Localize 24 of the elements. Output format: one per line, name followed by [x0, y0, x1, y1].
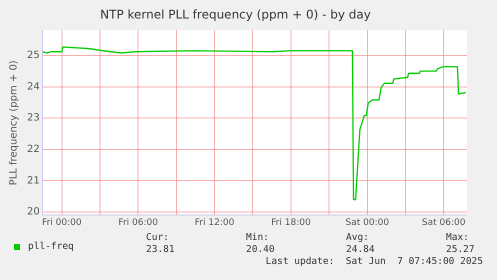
chart-title: NTP kernel PLL frequency (ppm + 0) - by day	[100, 7, 371, 22]
y-tick-label: 23	[26, 112, 40, 124]
y-tick-label: 22	[26, 144, 40, 156]
text: 25.27	[446, 244, 475, 256]
x-tick-label: Fri 00:00	[42, 218, 82, 228]
text: Last update: Sat Jun 7 07:45:00 2025	[266, 256, 483, 267]
text: Min:	[246, 232, 270, 244]
y-tick-label: 21	[26, 175, 40, 186]
x-tick-label: Sat 06:00	[422, 218, 466, 228]
text: 20.40	[246, 244, 275, 256]
y-tick-label: 24	[26, 81, 40, 92]
text: Max:	[446, 232, 470, 244]
y-tick-label: 25	[26, 50, 40, 62]
y-axis-title: PLL frequency (ppm + 0)	[8, 60, 20, 186]
y-tick-label: 20	[26, 206, 40, 218]
x-tick-label: Fri 18:00	[271, 218, 311, 228]
x-tick-label: Fri 12:00	[194, 218, 235, 228]
text: Avg:	[346, 232, 370, 244]
text: 24.84	[346, 244, 375, 256]
text: Cur:	[146, 232, 170, 244]
legend-label: pll-freq	[28, 241, 74, 252]
x-tick-label: Fri 06:00	[118, 218, 158, 228]
x-tick-label: Sat 00:00	[346, 218, 390, 228]
text: 23.81	[146, 244, 175, 256]
